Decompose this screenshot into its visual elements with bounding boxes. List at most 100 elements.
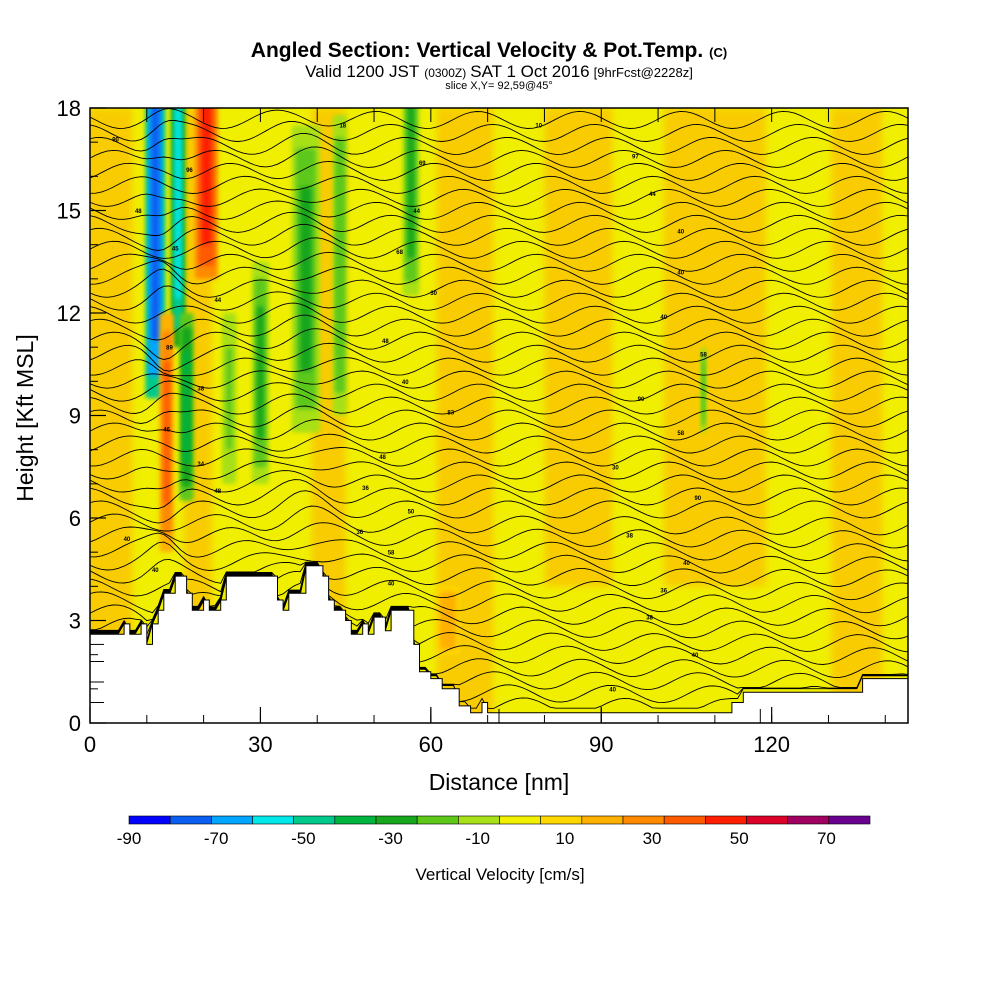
svg-text:38: 38 bbox=[197, 387, 204, 393]
colorbar-swatch-2 bbox=[211, 815, 253, 825]
isentrope-label-15: 68 bbox=[396, 250, 403, 256]
svg-text:38: 38 bbox=[646, 616, 653, 622]
isentrope-label-12: 18 bbox=[339, 124, 346, 130]
svg-text:89: 89 bbox=[166, 346, 173, 352]
isentrope-label-9: 48 bbox=[214, 489, 221, 495]
svg-text:90: 90 bbox=[112, 137, 119, 143]
isentrope-label-10: 40 bbox=[124, 537, 131, 543]
x-tick-label-0: 0 bbox=[84, 732, 96, 757]
isentrope-label-17: 48 bbox=[382, 339, 389, 345]
svg-text:40: 40 bbox=[677, 230, 684, 236]
velocity-feature-3 bbox=[195, 108, 218, 279]
svg-text:40: 40 bbox=[609, 687, 616, 693]
svg-text:96: 96 bbox=[186, 168, 193, 174]
isentrope-label-26: 10 bbox=[535, 124, 542, 130]
svg-text:44: 44 bbox=[214, 298, 221, 304]
svg-text:40: 40 bbox=[124, 537, 131, 543]
isentrope-14 bbox=[90, 505, 908, 536]
isentrope-label-11: 40 bbox=[152, 568, 159, 574]
svg-text:38: 38 bbox=[626, 534, 633, 540]
svg-text:40: 40 bbox=[152, 568, 159, 574]
isentrope-label-40: 38 bbox=[646, 616, 653, 622]
x-tick-label-2: 60 bbox=[419, 732, 443, 757]
slice-label: slice X,Y= 92,59@45° bbox=[445, 80, 553, 92]
isentrope-15 bbox=[90, 490, 908, 524]
isentrope-36 bbox=[90, 223, 908, 251]
isentrope-label-4: 44 bbox=[214, 298, 221, 304]
isentrope-label-6: 38 bbox=[197, 387, 204, 393]
isentrope-26 bbox=[90, 357, 908, 377]
isentrope-29 bbox=[90, 314, 908, 341]
isentrope-40 bbox=[90, 175, 908, 194]
svg-text:44: 44 bbox=[413, 209, 420, 215]
svg-text:40: 40 bbox=[402, 380, 409, 386]
isentrope-31 bbox=[90, 285, 908, 311]
velocity-feature-9 bbox=[402, 108, 420, 296]
colorbar-swatch-9 bbox=[499, 815, 541, 825]
isentrope-24 bbox=[90, 380, 908, 402]
y-tick-label-5: 15 bbox=[57, 199, 81, 224]
svg-text:48: 48 bbox=[382, 339, 389, 345]
velocity-feature-5 bbox=[251, 261, 269, 484]
isentrope-label-25: 40 bbox=[388, 581, 395, 587]
colorbar-swatch-11 bbox=[581, 815, 624, 825]
svg-text:48: 48 bbox=[379, 455, 386, 461]
x-tick-label-1: 30 bbox=[248, 732, 272, 757]
isentrope-44 bbox=[90, 120, 908, 142]
isentrope-18 bbox=[90, 460, 908, 480]
isentrope-16 bbox=[90, 479, 908, 509]
velocity-feature-6 bbox=[222, 313, 237, 484]
isentrope-43 bbox=[90, 132, 908, 155]
svg-text:44: 44 bbox=[649, 192, 656, 198]
velocity-feature-8 bbox=[332, 114, 348, 416]
isentrope-label-3: 45 bbox=[172, 247, 179, 253]
y-tick-label-6: 18 bbox=[57, 96, 81, 121]
colorbar-swatch-1 bbox=[169, 815, 212, 825]
colorbar-swatch-8 bbox=[458, 815, 500, 825]
background-band-4 bbox=[544, 108, 613, 587]
colorbar-swatch-7 bbox=[416, 815, 459, 825]
isentrope-21 bbox=[90, 419, 908, 441]
isentrope-17 bbox=[90, 470, 908, 493]
isentrope-label-2: 96 bbox=[186, 168, 193, 174]
svg-text:45: 45 bbox=[172, 247, 179, 253]
colorbar: -90 -70 -50 -30 -10 10 30 50 70 bbox=[117, 815, 871, 848]
isentrope-35 bbox=[90, 237, 908, 259]
isentrope-label-7: 46 bbox=[163, 428, 170, 434]
svg-text:58: 58 bbox=[677, 431, 684, 437]
isentrope-label-39: 36 bbox=[660, 588, 667, 594]
y-axis: 0 3 6 9 12 15 18 bbox=[57, 96, 106, 736]
svg-text:69: 69 bbox=[419, 161, 426, 167]
isentrope-42 bbox=[90, 146, 908, 168]
isentrope-38 bbox=[90, 200, 908, 220]
isentrope-12 bbox=[90, 532, 908, 562]
isentrope-label-27: 97 bbox=[632, 154, 639, 160]
colorbar-swatch-17 bbox=[828, 815, 871, 825]
chart-subtitle: Valid 1200 JST (0300Z) SAT 1 Oct 2016 [9hrF… bbox=[305, 62, 693, 81]
svg-text:58: 58 bbox=[700, 353, 707, 359]
background-band-5 bbox=[663, 108, 766, 587]
isentrope-label-13: 69 bbox=[419, 161, 426, 167]
isentrope-34 bbox=[90, 251, 908, 272]
colorbar-tick-label-7: 50 bbox=[730, 829, 749, 848]
velocity-features bbox=[145, 108, 707, 655]
colorbar-swatch-0 bbox=[128, 815, 171, 825]
isentrope-label-20: 48 bbox=[379, 455, 386, 461]
isentrope-label-0: 90 bbox=[112, 137, 119, 143]
isentrope-label-37: 38 bbox=[626, 534, 633, 540]
isentrope-label-33: 90 bbox=[638, 397, 645, 403]
isentrope-39 bbox=[90, 188, 908, 207]
svg-text:30: 30 bbox=[430, 291, 437, 297]
svg-text:90: 90 bbox=[694, 496, 701, 502]
svg-text:48: 48 bbox=[135, 209, 142, 215]
isentrope-label-36: 90 bbox=[694, 496, 701, 502]
isentrope-33 bbox=[90, 260, 908, 285]
isentrope-label-21: 36 bbox=[362, 486, 369, 492]
x-tick-label-4: 120 bbox=[753, 732, 790, 757]
isentrope-20 bbox=[90, 433, 908, 454]
terrain bbox=[90, 565, 908, 723]
isentrope-label-14: 44 bbox=[413, 209, 420, 215]
y-tick-label-3: 9 bbox=[69, 404, 81, 429]
isentrope-10 bbox=[90, 558, 908, 588]
